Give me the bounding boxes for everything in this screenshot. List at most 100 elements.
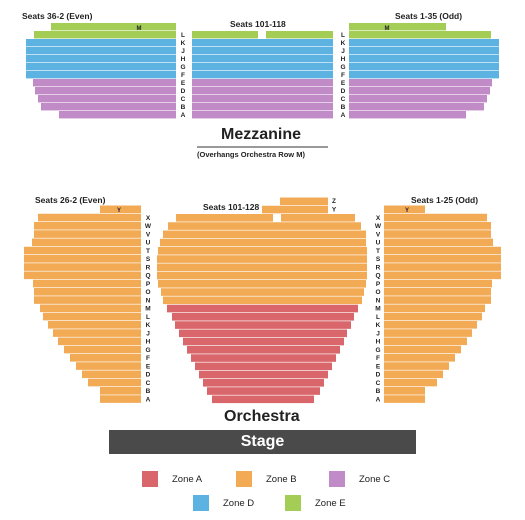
orch-right-row-n[interactable] bbox=[384, 296, 491, 304]
mezz-center-row-l-right[interactable] bbox=[266, 31, 333, 39]
orch-left-row-k[interactable] bbox=[48, 321, 141, 329]
orch-right-row-u[interactable] bbox=[384, 238, 493, 247]
orch-center-row-h[interactable] bbox=[183, 337, 344, 346]
mezz-right-row-c[interactable] bbox=[349, 95, 487, 103]
mezz-center-row-k[interactable] bbox=[192, 39, 333, 47]
orch-center-row-n[interactable] bbox=[163, 296, 362, 305]
orch-center-row-c[interactable] bbox=[203, 379, 324, 387]
orch-right-row-h[interactable] bbox=[384, 337, 467, 346]
mezz-left-row-h[interactable] bbox=[26, 55, 176, 63]
mezz-right-row-k[interactable] bbox=[349, 39, 499, 47]
orch-left-row-e[interactable] bbox=[76, 362, 141, 370]
mezz-right-row-b[interactable] bbox=[349, 103, 484, 111]
orch-left-row-l[interactable] bbox=[43, 312, 141, 321]
mezz-center-row-a[interactable] bbox=[192, 111, 333, 119]
orch-left-row-t[interactable] bbox=[24, 246, 141, 255]
orch-left-row-y[interactable] bbox=[100, 205, 141, 214]
mezz-left-row-e[interactable] bbox=[33, 79, 176, 87]
mezz-right-row-e[interactable] bbox=[349, 79, 492, 87]
mezz-center-row-d[interactable] bbox=[192, 87, 333, 95]
mezz-center-row-c[interactable] bbox=[192, 95, 333, 103]
orch-right-row-a[interactable] bbox=[384, 395, 425, 403]
orch-left-row-d[interactable] bbox=[82, 370, 141, 379]
mezz-center-row-f[interactable] bbox=[192, 71, 333, 79]
mezz-left-row-a[interactable] bbox=[59, 111, 176, 119]
orch-left-row-b[interactable] bbox=[100, 387, 141, 395]
mezz-left-row-g[interactable] bbox=[26, 63, 176, 71]
orch-right-row-e[interactable] bbox=[384, 362, 449, 370]
orch-center-row-a[interactable] bbox=[212, 395, 314, 404]
orch-right-row-y[interactable] bbox=[384, 205, 425, 214]
orch-center-row-d[interactable] bbox=[199, 370, 328, 379]
mezz-left-row-j[interactable] bbox=[26, 47, 176, 55]
mezz-left-row-f[interactable] bbox=[26, 71, 176, 79]
orch-center-row-w[interactable] bbox=[168, 222, 361, 230]
orch-right-row-w[interactable] bbox=[384, 222, 491, 230]
mezz-center-row-h[interactable] bbox=[192, 55, 333, 63]
mezz-right-row-d[interactable] bbox=[349, 87, 490, 95]
mezz-left-row-m[interactable] bbox=[51, 23, 176, 31]
orch-center-row-r[interactable] bbox=[157, 263, 367, 272]
orch-center-row-v[interactable] bbox=[163, 230, 366, 239]
orch-left-row-c[interactable] bbox=[88, 378, 141, 387]
orch-left-row-h[interactable] bbox=[58, 337, 141, 346]
mezz-left-row-c[interactable] bbox=[38, 95, 176, 103]
orch-center-row-f[interactable] bbox=[191, 354, 336, 362]
orch-center-row-x-left[interactable] bbox=[176, 214, 273, 222]
orch-center-row-t[interactable] bbox=[158, 247, 367, 255]
orch-left-row-w[interactable] bbox=[34, 222, 141, 230]
orch-right-row-j[interactable] bbox=[384, 329, 472, 337]
mezz-center-row-l-left[interactable] bbox=[192, 31, 258, 39]
orch-right-row-b[interactable] bbox=[384, 387, 425, 395]
orch-left-row-n[interactable] bbox=[34, 296, 141, 304]
orch-left-row-v[interactable] bbox=[34, 230, 141, 238]
orch-center-row-u[interactable] bbox=[160, 238, 366, 247]
orch-right-row-v[interactable] bbox=[384, 230, 491, 238]
orch-right-row-p[interactable] bbox=[384, 279, 492, 288]
orch-left-row-a[interactable] bbox=[100, 395, 141, 403]
orch-center-row-p[interactable] bbox=[158, 280, 366, 288]
orch-center-row-e[interactable] bbox=[195, 362, 332, 371]
orch-center-row-y[interactable] bbox=[262, 205, 328, 214]
mezz-left-row-b[interactable] bbox=[41, 103, 176, 111]
orch-left-row-g[interactable] bbox=[64, 345, 141, 354]
orch-center-row-g[interactable] bbox=[187, 346, 340, 354]
orch-right-row-d[interactable] bbox=[384, 370, 443, 379]
orch-right-row-m[interactable] bbox=[384, 304, 485, 313]
mezz-left-row-k[interactable] bbox=[26, 39, 176, 47]
mezz-center-row-g[interactable] bbox=[192, 63, 333, 71]
orch-left-row-u[interactable] bbox=[32, 238, 141, 247]
mezz-right-row-g[interactable] bbox=[349, 63, 499, 71]
orch-left-row-s[interactable] bbox=[24, 255, 141, 263]
mezz-left-row-l[interactable] bbox=[34, 31, 176, 39]
mezz-center-row-e[interactable] bbox=[192, 79, 333, 87]
orch-left-row-j[interactable] bbox=[53, 329, 141, 337]
orch-center-row-b[interactable] bbox=[207, 387, 320, 395]
orch-center-row-q[interactable] bbox=[157, 271, 367, 280]
mezz-right-row-j[interactable] bbox=[349, 47, 499, 55]
orch-right-row-g[interactable] bbox=[384, 345, 461, 354]
orch-center-row-k[interactable] bbox=[175, 321, 351, 329]
orch-left-row-q[interactable] bbox=[24, 271, 141, 280]
orch-right-row-o[interactable] bbox=[384, 288, 491, 296]
mezz-center-row-j[interactable] bbox=[192, 47, 333, 55]
orch-center-row-s[interactable] bbox=[157, 255, 367, 263]
orch-left-row-p[interactable] bbox=[33, 279, 141, 288]
orch-right-row-c[interactable] bbox=[384, 378, 437, 387]
orch-left-row-x[interactable] bbox=[38, 213, 141, 222]
orch-center-row-m[interactable] bbox=[167, 304, 358, 313]
mezz-right-row-m[interactable] bbox=[349, 23, 446, 31]
orch-left-row-f[interactable] bbox=[70, 354, 141, 362]
orch-left-row-o[interactable] bbox=[34, 288, 141, 296]
orch-left-row-r[interactable] bbox=[24, 263, 141, 271]
orch-center-row-j[interactable] bbox=[179, 329, 347, 338]
orch-right-row-f[interactable] bbox=[384, 354, 455, 362]
orch-center-row-l[interactable] bbox=[172, 313, 354, 321]
mezz-right-row-l[interactable] bbox=[349, 31, 491, 39]
mezz-right-row-f[interactable] bbox=[349, 71, 499, 79]
mezz-left-row-d[interactable] bbox=[35, 87, 176, 95]
orch-center-row-z[interactable] bbox=[280, 197, 328, 206]
orch-center-row-o[interactable] bbox=[161, 288, 364, 296]
orch-left-row-m[interactable] bbox=[40, 304, 141, 313]
mezz-center-row-b[interactable] bbox=[192, 103, 333, 111]
